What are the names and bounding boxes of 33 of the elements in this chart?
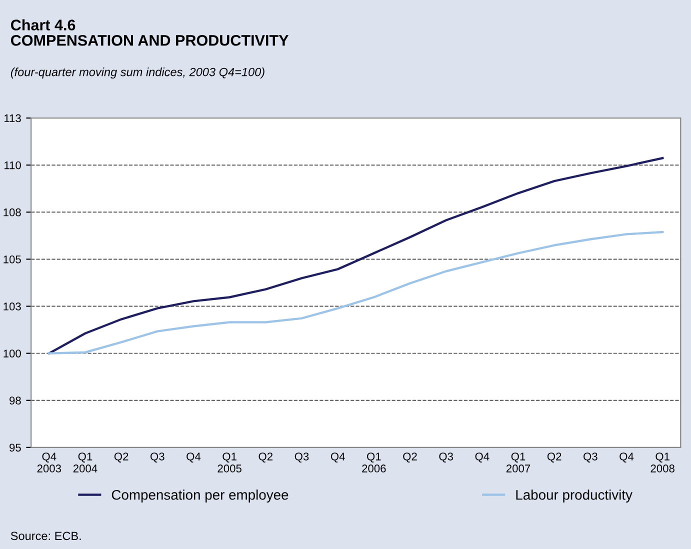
chart-subtitle: (four-quarter moving sum indices, 2003 Q4=100)	[10, 68, 264, 79]
x-tick-label: Q1 2007	[506, 452, 530, 472]
line-series	[48, 230, 664, 354]
x-tick-label: Q1 2008	[650, 452, 674, 472]
legend-label: Compensation per employee	[112, 490, 288, 503]
x-tick-label: Q1 2005	[218, 452, 242, 472]
line-series	[48, 157, 664, 354]
x-tick-label: Q4	[186, 452, 201, 462]
chart-title: Chart 4.6 COMPENSATION AND PRODUCTIVITY	[10, 19, 289, 46]
x-tick-label: Q2	[403, 452, 417, 462]
x-tick-label: Q1 2006	[362, 452, 386, 472]
legend-label: Labour productivity	[516, 490, 632, 503]
x-tick-label: Q2	[547, 452, 562, 462]
x-tick-label: Q1 2004	[73, 452, 98, 472]
x-tick-label: Q4	[475, 452, 490, 462]
x-tick-label: Q3	[150, 452, 164, 462]
x-tick-label: Q2	[258, 452, 273, 462]
y-tick-label: 100	[4, 350, 21, 358]
y-tick-label: 113	[4, 114, 21, 122]
x-tick-label: Q3	[584, 452, 598, 462]
x-tick-label: Q3	[294, 452, 309, 462]
y-tick-label: 110	[4, 161, 21, 170]
x-tick-label: Q4	[330, 452, 345, 462]
source-note: Source: ECB.	[10, 532, 81, 540]
y-tick-label: 98	[10, 396, 21, 405]
x-tick-label: Q3	[439, 452, 453, 462]
y-tick-label: 105	[4, 255, 21, 264]
y-tick-label: 108	[4, 208, 21, 216]
y-tick-label: 95	[10, 444, 21, 452]
x-tick-label: Q4 2003	[37, 452, 62, 472]
y-tick-label: 103	[4, 302, 21, 310]
x-tick-label: Q4	[620, 452, 634, 462]
x-tick-label: Q2	[114, 452, 128, 462]
